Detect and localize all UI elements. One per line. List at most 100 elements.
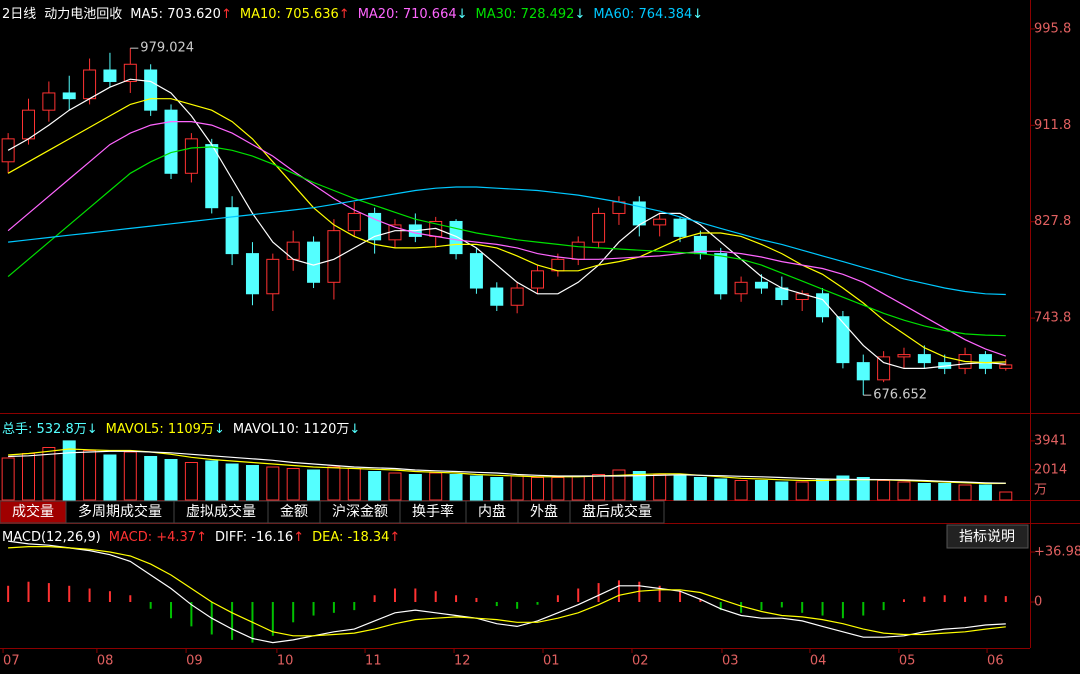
legend-item: MAVOL10: 1120万 [233, 422, 350, 437]
candle-body [449, 220, 463, 255]
candle-body [714, 253, 728, 295]
x-tick-label: 07 [3, 654, 20, 669]
candle-body [754, 281, 768, 289]
volume-bar [978, 484, 992, 501]
legend-item: MA10: 705.636 [240, 7, 339, 22]
candle-body [490, 287, 504, 306]
candle-body [103, 69, 117, 82]
volume-bar [734, 480, 748, 501]
help-button-label[interactable]: 指标说明 [959, 529, 1015, 545]
y-tick-label: +36.98 [1034, 544, 1080, 559]
candle-body [469, 253, 483, 289]
candle-body [531, 270, 545, 289]
volume-bar [327, 466, 341, 501]
tab-label[interactable]: 内盘 [478, 503, 506, 520]
volume-bar [42, 447, 56, 501]
volume-bar [632, 471, 646, 501]
legend-item: MA5: 703.620 [130, 7, 221, 22]
tab[interactable] [569, 500, 665, 524]
x-tick-label: 08 [97, 654, 114, 669]
tab-label[interactable]: 虚拟成交量 [186, 503, 256, 520]
tab-label[interactable]: 盘后成交量 [582, 503, 652, 520]
x-tick-label: 09 [186, 654, 203, 669]
candle-body [123, 63, 137, 82]
volume-bar [693, 477, 707, 501]
legend-item: MA60: 764.384 [593, 7, 692, 22]
y-tick-label: 743.8 [1034, 311, 1071, 326]
tab-label[interactable]: 沪深金额 [332, 504, 388, 520]
candle-body [266, 258, 280, 295]
volume-bar [22, 453, 36, 501]
volume-bar [388, 472, 402, 501]
tab-label[interactable]: 多周期成交量 [78, 503, 162, 520]
legend-trend: ↑ [221, 7, 232, 22]
candle-body [164, 109, 178, 174]
mavol-line [8, 450, 1006, 484]
y-tick-label: 2014 [1034, 462, 1067, 477]
tab-label[interactable]: 金额 [280, 504, 308, 520]
candle-body [307, 241, 321, 283]
volume-bar [205, 460, 219, 501]
indicator-name: MACD(12,26,9) [2, 530, 101, 545]
x-tick-label: 11 [365, 654, 382, 669]
candle-body [510, 287, 524, 306]
legend-trend: ↓ [87, 422, 98, 437]
candle-body [999, 364, 1013, 369]
volume-bar [83, 450, 97, 501]
legend-trend: ↑ [339, 7, 350, 22]
legend-trend: ↑ [196, 530, 207, 545]
candle-body [653, 218, 667, 226]
candle-body [144, 69, 158, 111]
candle-body [205, 144, 219, 209]
candle-body [816, 293, 830, 318]
candle-body [673, 218, 687, 237]
volume-bar [775, 481, 789, 501]
tab-label[interactable]: 换手率 [412, 503, 454, 520]
x-tick-label: 02 [632, 654, 649, 669]
volume-bar [958, 484, 972, 501]
ma-line [7, 121, 1006, 357]
candle-body [856, 362, 870, 381]
volume-bar [856, 477, 870, 501]
volume-bar [408, 474, 422, 501]
tab-label[interactable]: 外盘 [530, 503, 558, 520]
candle-body [347, 212, 361, 232]
tab-label[interactable]: 成交量 [12, 503, 54, 520]
y-tick-label: 0 [1034, 595, 1042, 610]
volume-bar [164, 459, 178, 501]
x-tick-label: 03 [722, 654, 739, 669]
volume-bar [347, 468, 361, 501]
volume-bar [469, 475, 483, 501]
legend-item: MACD: +4.37 [109, 530, 196, 545]
volume-bar [449, 474, 463, 501]
volume-bar [62, 440, 76, 501]
candle-body [225, 207, 239, 255]
volume-bar [429, 472, 443, 501]
legend-item: MA20: 710.664 [358, 7, 457, 22]
candle-body [245, 253, 259, 295]
candle-body [22, 109, 36, 140]
volume-bar [1, 457, 15, 501]
volume-bar [673, 475, 687, 501]
candle-body [836, 316, 850, 364]
volume-bar [286, 468, 300, 501]
volume-bar [592, 474, 606, 501]
period-label: 2日线 [2, 7, 36, 22]
volume-bar [266, 466, 280, 501]
x-tick-label: 01 [543, 654, 560, 669]
macd-line [8, 540, 1006, 644]
candle-body [897, 354, 911, 358]
legend-item: 总手: 532.8万 [2, 422, 87, 437]
volume-bar [531, 477, 545, 501]
help-button[interactable] [946, 524, 1029, 549]
volume-bar [103, 454, 117, 501]
y-tick-label: 827.8 [1034, 214, 1071, 229]
legend: 2日线 动力电池回收 MA5: 703.620↑ MA10: 705.636↑ MA20… [2, 7, 703, 22]
ma-line [8, 186, 1006, 296]
candle-body [877, 356, 891, 381]
x-tick-label: 06 [987, 654, 1004, 669]
candle-body [978, 354, 992, 369]
volume-bar [836, 475, 850, 501]
candle-body [917, 354, 931, 364]
